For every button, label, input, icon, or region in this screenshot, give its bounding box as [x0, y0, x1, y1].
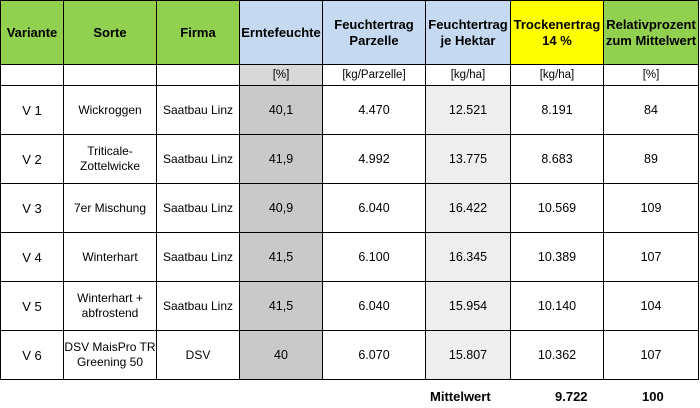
cell-feuchtertrag-hektar: 15.954 [425, 281, 511, 331]
header-firma: Firma [156, 0, 240, 65]
header-row: Variante Sorte Firma Erntefeuchte Feucht… [0, 0, 699, 65]
unit-feuchtertrag-parzelle: [kg/Parzelle] [322, 64, 426, 86]
cell-trockenertrag: 10.140 [510, 281, 604, 331]
cell-firma: Saatbau Linz [156, 134, 240, 184]
cell-erntefeuchte: 41,5 [239, 281, 323, 331]
cell-variante: V 5 [0, 281, 64, 331]
cell-firma: Saatbau Linz [156, 183, 240, 233]
cell-variante: V 2 [0, 134, 64, 184]
cell-feuchtertrag-parzelle: 6.070 [322, 330, 426, 380]
cell-trockenertrag: 10.389 [510, 232, 604, 282]
cell-feuchtertrag-parzelle: 6.100 [322, 232, 426, 282]
cell-sorte: 7er Mischung [63, 183, 157, 233]
table-row: V 1 Wickroggen Saatbau Linz 40,1 4.470 1… [0, 85, 699, 135]
cell-feuchtertrag-parzelle: 6.040 [322, 281, 426, 331]
cell-feuchtertrag-parzelle: 6.040 [322, 183, 426, 233]
cell-sorte: Wickroggen [63, 85, 157, 135]
cell-feuchtertrag-parzelle: 4.470 [322, 85, 426, 135]
cell-erntefeuchte: 40,1 [239, 85, 323, 135]
unit-relativprozent: [%] [603, 64, 699, 86]
cell-feuchtertrag-hektar: 15.807 [425, 330, 511, 380]
cell-firma: DSV [156, 330, 240, 380]
cell-relativprozent: 107 [603, 232, 699, 282]
cell-trockenertrag: 10.362 [510, 330, 604, 380]
cell-sorte: Winterhart + abfrostend [63, 281, 157, 331]
cell-relativprozent: 107 [603, 330, 699, 380]
relativprozent-mean: 100 [642, 389, 664, 404]
header-feuchtertrag-hektar: Feuchtertrag je Hektar [425, 0, 511, 65]
unit-erntefeuchte: [%] [239, 64, 323, 86]
header-sorte: Sorte [63, 0, 157, 65]
cell-relativprozent: 109 [603, 183, 699, 233]
cell-firma: Saatbau Linz [156, 281, 240, 331]
header-feuchtertrag-parzelle: Feuchtertrag Parzelle [322, 0, 426, 65]
table-row: V 6 DSV MaisPro TR Greening 50 DSV 40 6.… [0, 330, 699, 380]
table-row: V 3 7er Mischung Saatbau Linz 40,9 6.040… [0, 183, 699, 233]
header-erntefeuchte: Erntefeuchte [239, 0, 323, 65]
table-row: V 5 Winterhart + abfrostend Saatbau Linz… [0, 281, 699, 331]
header-trockenertrag: Trockenertrag 14 % [510, 0, 604, 65]
unit-trockenertrag: [kg/ha] [510, 64, 604, 86]
cell-sorte: Triticale- Zottelwicke [63, 134, 157, 184]
unit-variante [0, 64, 64, 86]
cell-sorte: DSV MaisPro TR Greening 50 [63, 330, 157, 380]
unit-sorte [63, 64, 157, 86]
unit-feuchtertrag-hektar: [kg/ha] [425, 64, 511, 86]
cell-relativprozent: 89 [603, 134, 699, 184]
cell-feuchtertrag-hektar: 12.521 [425, 85, 511, 135]
header-relativprozent: Relativprozent zum Mittelwert [603, 0, 699, 65]
cell-sorte: Winterhart [63, 232, 157, 282]
cell-feuchtertrag-parzelle: 4.992 [322, 134, 426, 184]
cell-trockenertrag: 8.191 [510, 85, 604, 135]
cell-variante: V 4 [0, 232, 64, 282]
unit-firma [156, 64, 240, 86]
cell-feuchtertrag-hektar: 16.422 [425, 183, 511, 233]
cell-trockenertrag: 8.683 [510, 134, 604, 184]
footer-row: Mittelwert 9.722 100 [0, 385, 700, 408]
cell-feuchtertrag-hektar: 13.775 [425, 134, 511, 184]
header-variante: Variante [0, 0, 64, 65]
trockenertrag-mean: 9.722 [555, 389, 588, 404]
cell-feuchtertrag-hektar: 16.345 [425, 232, 511, 282]
cell-erntefeuchte: 40 [239, 330, 323, 380]
cell-variante: V 6 [0, 330, 64, 380]
cell-firma: Saatbau Linz [156, 232, 240, 282]
table-row: V 2 Triticale- Zottelwicke Saatbau Linz … [0, 134, 699, 184]
cell-relativprozent: 104 [603, 281, 699, 331]
cell-erntefeuchte: 41,9 [239, 134, 323, 184]
mittelwert-label: Mittelwert [430, 389, 491, 404]
cell-firma: Saatbau Linz [156, 85, 240, 135]
cell-erntefeuchte: 40,9 [239, 183, 323, 233]
cell-variante: V 1 [0, 85, 64, 135]
units-row: [%] [kg/Parzelle] [kg/ha] [kg/ha] [%] [0, 64, 699, 86]
cell-variante: V 3 [0, 183, 64, 233]
cell-trockenertrag: 10.569 [510, 183, 604, 233]
results-table: Variante Sorte Firma Erntefeuchte Feucht… [0, 0, 699, 380]
table-row: V 4 Winterhart Saatbau Linz 41,5 6.100 1… [0, 232, 699, 282]
cell-erntefeuchte: 41,5 [239, 232, 323, 282]
cell-relativprozent: 84 [603, 85, 699, 135]
